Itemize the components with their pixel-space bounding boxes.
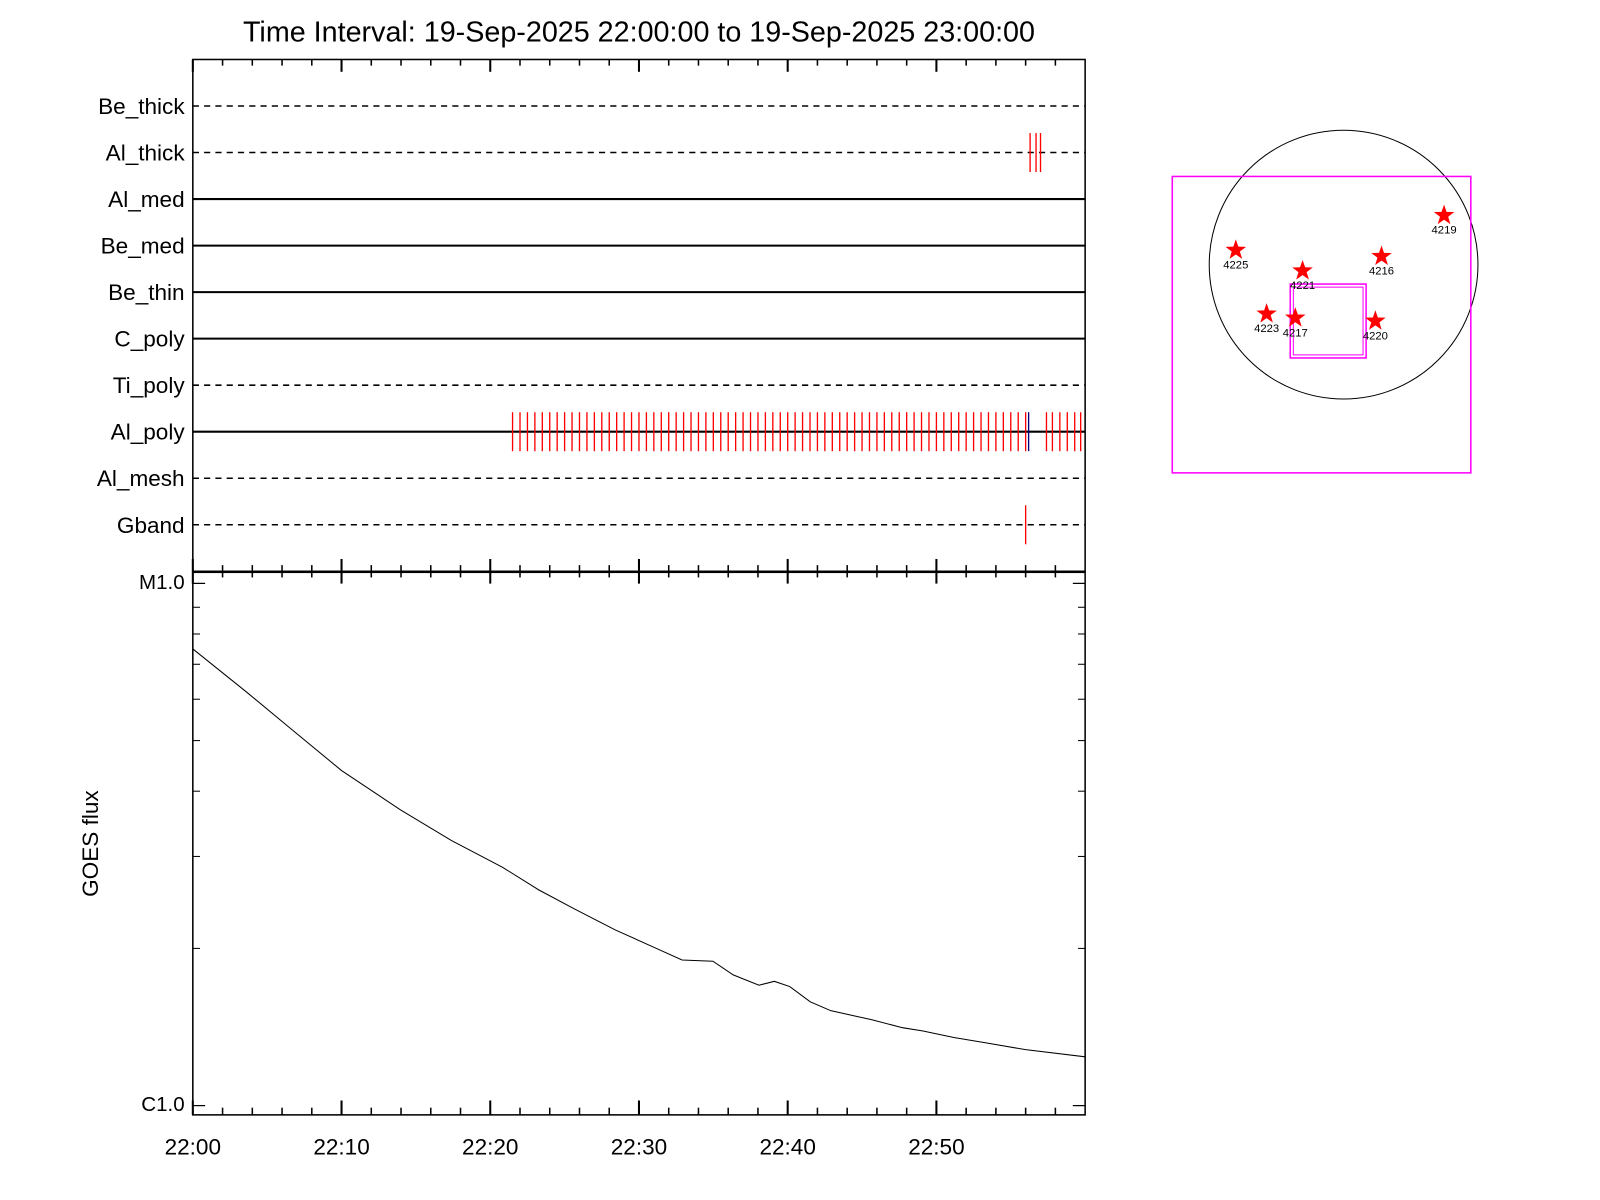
active-region-marker <box>1292 260 1313 280</box>
solar-limb <box>1208 129 1479 400</box>
active-region-marker <box>1365 310 1386 330</box>
active-region-marker <box>1225 239 1247 259</box>
active-region-label: 4216 <box>1369 266 1394 278</box>
active-region-marker <box>1371 245 1392 266</box>
active-region-marker <box>1433 204 1455 225</box>
y-tick-label: C1.0 <box>141 1093 184 1116</box>
row-label: C_poly <box>114 327 185 352</box>
x-tick-label: 22:30 <box>611 1135 667 1160</box>
active-region-label: 4220 <box>1363 330 1388 342</box>
row-label: Al_med <box>108 187 184 212</box>
active-region-label: 4221 <box>1290 280 1315 292</box>
field-of-view <box>1171 175 1472 474</box>
flux-line <box>192 648 1086 1058</box>
active-region-marker <box>1285 307 1306 327</box>
row-label: Al_thick <box>106 141 186 166</box>
active-region-label: 4223 <box>1254 323 1279 335</box>
row-label: Al_poly <box>111 420 186 445</box>
active-region-marker <box>1256 303 1277 323</box>
row-label: Ti_poly <box>113 373 186 398</box>
row-label: Be_thin <box>108 280 184 305</box>
chart-title: Time Interval: 19-Sep-2025 22:00:00 to 1… <box>243 16 1035 48</box>
row-label: Be_thick <box>98 94 185 119</box>
active-region-label: 4219 <box>1432 225 1457 237</box>
field-of-view <box>1289 283 1367 359</box>
active-region-label: 4225 <box>1223 260 1248 272</box>
row-label: Be_med <box>101 234 185 259</box>
x-tick-label: 22:50 <box>908 1135 964 1160</box>
x-tick-label: 22:00 <box>165 1135 221 1160</box>
y-tick-label: M1.0 <box>139 571 185 594</box>
row-label: Al_mesh <box>97 466 185 491</box>
active-region-label: 4217 <box>1283 327 1308 339</box>
y-axis-label: GOES flux <box>78 790 103 897</box>
x-tick-label: 22:40 <box>759 1135 815 1160</box>
x-tick-label: 22:10 <box>313 1135 369 1160</box>
row-label: Gband <box>117 513 185 538</box>
x-tick-label: 22:20 <box>462 1135 518 1160</box>
